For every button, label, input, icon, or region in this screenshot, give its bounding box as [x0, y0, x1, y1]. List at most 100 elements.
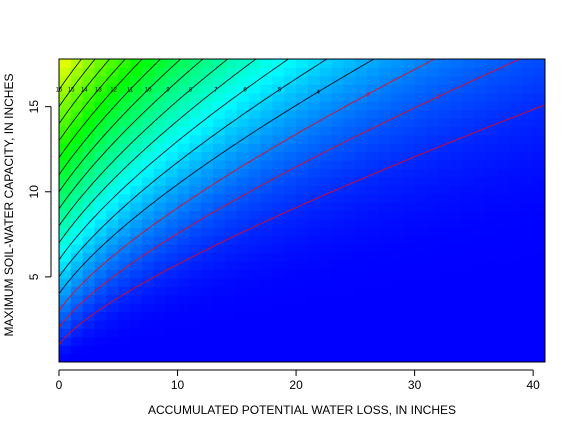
heat-cell [521, 336, 534, 346]
heat-cell [497, 75, 511, 85]
heat-cell [153, 294, 167, 304]
heat-cell [462, 345, 475, 355]
heat-cell [284, 185, 297, 195]
heat-cell [296, 286, 309, 296]
heat-cell [379, 185, 392, 195]
heat-cell [533, 84, 545, 94]
heat-cell [118, 210, 131, 220]
heat-cell [379, 328, 392, 338]
heat-cell [402, 202, 416, 212]
heat-cell [224, 160, 238, 170]
heat-cell [248, 303, 262, 313]
heat-cell [130, 202, 143, 212]
heat-cell [82, 202, 96, 212]
heat-cell [118, 252, 131, 262]
heat-cell [533, 59, 545, 69]
heat-cell [201, 75, 214, 85]
heat-cell [414, 92, 428, 102]
heat-cell [438, 303, 451, 313]
heat-cell [94, 269, 108, 279]
heat-cell [379, 261, 392, 271]
heat-cell [59, 319, 72, 329]
heat-cell [284, 277, 297, 287]
heat-cell [70, 126, 84, 136]
heat-cell [272, 328, 285, 338]
heat-cell [485, 294, 499, 304]
heat-cell [118, 143, 131, 153]
heatmap-cells [59, 59, 545, 362]
heat-cell [319, 311, 333, 321]
heat-cell [319, 151, 333, 161]
heat-cell [367, 218, 380, 228]
heat-cell [82, 92, 96, 102]
heat-cell [130, 227, 143, 237]
heat-cell [201, 286, 214, 296]
heat-cell [284, 210, 297, 220]
heat-cell [248, 353, 262, 362]
heat-cell [402, 252, 416, 262]
heat-cell [414, 227, 428, 237]
heat-cell [153, 252, 167, 262]
heat-cell [189, 75, 202, 85]
heat-cell [319, 117, 333, 127]
heat-cell [82, 227, 96, 237]
heat-cell [189, 92, 202, 102]
heat-cell [296, 328, 309, 338]
heat-cell [59, 336, 72, 346]
heat-cell [426, 311, 439, 321]
contour-line-4 [59, 59, 375, 295]
heat-cell [402, 151, 416, 161]
heat-cell [379, 269, 392, 279]
heat-cell [82, 176, 96, 186]
heat-cell [497, 277, 511, 287]
heat-cell [224, 319, 238, 329]
heat-cell [272, 168, 285, 178]
heat-cell [485, 193, 499, 203]
heat-cell [462, 286, 475, 296]
heat-cell [153, 67, 167, 77]
heat-cell [473, 286, 487, 296]
heat-cell [106, 109, 119, 119]
heat-cell [59, 294, 72, 304]
heat-cell [379, 336, 392, 346]
heat-cell [307, 252, 321, 262]
heat-cell [462, 84, 475, 94]
heat-cell [213, 319, 226, 329]
heat-cell [224, 311, 238, 321]
heat-cell [70, 235, 84, 245]
heat-cell [118, 311, 131, 321]
heat-cell [521, 59, 534, 69]
heat-cell [224, 261, 238, 271]
heat-cell [379, 286, 392, 296]
heat-cell [485, 227, 499, 237]
heat-cell [414, 59, 428, 69]
heat-cell [224, 193, 238, 203]
heat-cell [462, 176, 475, 186]
heat-cell [355, 311, 368, 321]
heat-cell [426, 84, 439, 94]
heat-cell [450, 202, 463, 212]
heat-cell [450, 75, 463, 85]
heat-cell [272, 286, 285, 296]
heat-cell [106, 269, 119, 279]
heat-cell [307, 235, 321, 245]
heat-cell [59, 244, 72, 254]
heat-cell [201, 336, 214, 346]
contour-label-14: 14 [81, 88, 88, 94]
heat-cell [379, 75, 392, 85]
heat-cell [284, 117, 297, 127]
heat-cell [177, 244, 190, 254]
heat-cell [106, 176, 119, 186]
heat-cell [213, 67, 226, 77]
heat-cell [307, 277, 321, 287]
heat-cell [379, 277, 392, 287]
heat-cell [521, 75, 534, 85]
heat-cell [497, 210, 511, 220]
x-tick-label: 40 [526, 378, 540, 392]
heat-cell [82, 261, 96, 271]
heat-cell [343, 143, 356, 153]
heat-cell [224, 210, 238, 220]
heat-cell [319, 134, 333, 144]
heat-cell [509, 261, 522, 271]
heat-cell [497, 294, 511, 304]
